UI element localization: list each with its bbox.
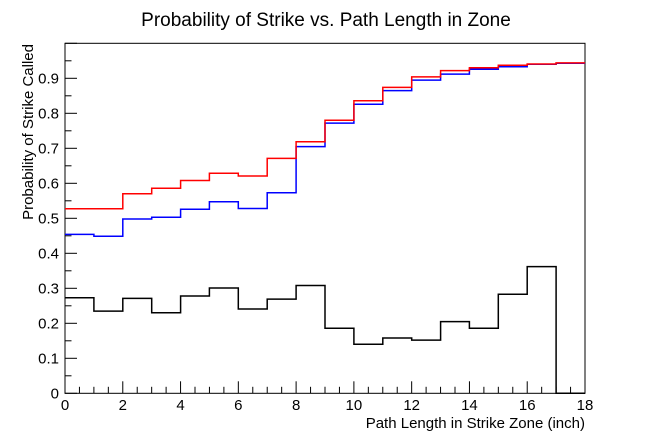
y-axis-tick-label: 0	[51, 385, 59, 402]
y-axis-tick-label: 0.2	[38, 315, 59, 332]
x-axis-tick-label: 14	[461, 397, 478, 414]
plot-area: 0 2 4 6 8 10 12 14 16 18 0 0.1 0.2 0.3 0.4 0.5 0.6 0.7 0.8…	[38, 42, 594, 414]
y-axis-tick-label: 0.8	[38, 105, 59, 122]
x-axis-tick-label: 2	[119, 397, 127, 414]
y-axis-tick-label: 0.3	[38, 280, 59, 297]
series-red	[65, 62, 585, 210]
x-axis-tick-label: 8	[292, 397, 300, 414]
y-axis-tick-label: 0.1	[38, 350, 59, 367]
series-blue	[65, 62, 585, 237]
y-axis-tick-label: 0.9	[38, 70, 59, 87]
x-axis-tick-label: 18	[577, 397, 594, 414]
x-axis-tick-label: 0	[61, 397, 69, 414]
x-axis-tick-label: 12	[403, 397, 420, 414]
x-axis-tick-label: 6	[234, 397, 242, 414]
y-axis-title: Probability of Strike Called	[20, 44, 37, 220]
series-black	[65, 265, 585, 395]
y-axis-tick-label: 0.5	[38, 210, 59, 227]
y-axis-tick-label: 0.7	[38, 140, 59, 157]
x-axis-tick-label: 10	[346, 397, 363, 414]
x-axis-title: Path Length in Strike Zone (inch)	[366, 415, 585, 432]
x-axis-tick-label: 4	[176, 397, 184, 414]
y-axis-tick-label: 0.4	[38, 245, 59, 262]
x-axis-tick-label: 16	[519, 397, 536, 414]
chart-title: Probability of Strike vs. Path Length in…	[141, 10, 511, 31]
y-axis-tick-label: 0.6	[38, 175, 59, 192]
